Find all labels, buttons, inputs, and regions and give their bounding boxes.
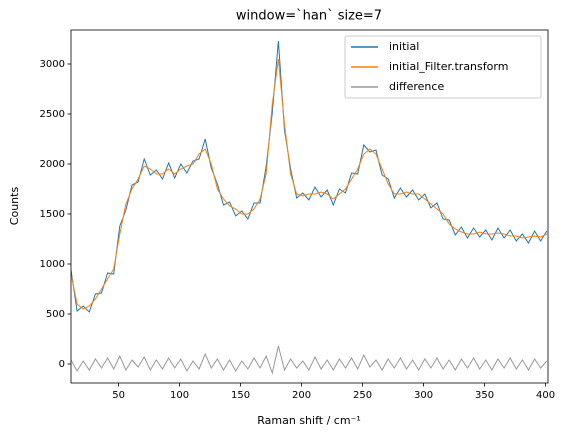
plot-frame <box>70 29 549 384</box>
y-axis-label: Counts <box>8 187 21 226</box>
series-line <box>71 345 548 375</box>
x-tick-label: 300 <box>414 390 433 401</box>
y-tick-label: 3000 <box>40 59 65 70</box>
chart-title: window=`han` size=7 <box>236 9 382 24</box>
x-tick-label: 200 <box>292 390 311 401</box>
x-tick-label: 400 <box>536 390 555 401</box>
x-tick-label: 250 <box>353 390 372 401</box>
y-tick-label: 2500 <box>40 109 65 120</box>
y-tick-label: 0 <box>59 359 65 370</box>
legend-box <box>344 35 542 99</box>
series-line <box>71 58 548 310</box>
y-tick-label: 2000 <box>40 159 65 170</box>
x-tick-label: 150 <box>231 390 250 401</box>
x-tick-label: 50 <box>112 390 125 401</box>
x-tick-label: 350 <box>475 390 494 401</box>
legend-label: difference <box>389 80 444 93</box>
legend-label: initial <box>389 40 419 53</box>
legend-label: initial_Filter.transform <box>389 60 508 73</box>
x-axis-label: Raman shift / cm⁻¹ <box>257 414 361 427</box>
x-tick-label: 100 <box>170 390 189 401</box>
series-line <box>71 40 548 313</box>
y-tick-label: 500 <box>46 309 65 320</box>
y-tick-label: 1000 <box>40 259 65 270</box>
y-tick-label: 1500 <box>40 209 65 220</box>
